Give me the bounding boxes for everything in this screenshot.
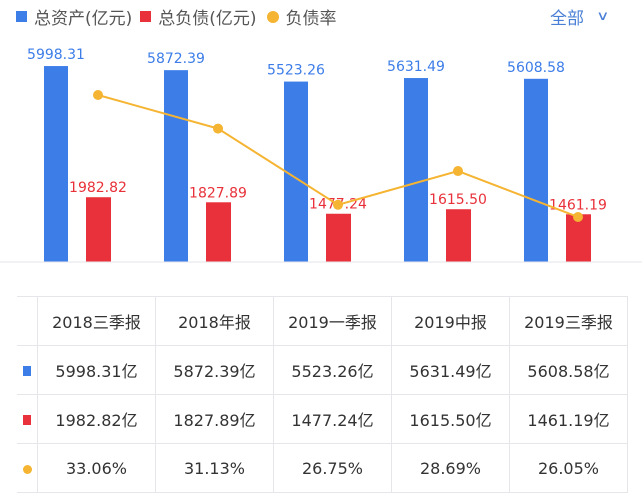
- assets-square-icon: [23, 365, 31, 376]
- ratio-dot-icon: [22, 464, 32, 474]
- ratio-point: [93, 90, 103, 100]
- liabilities-data-label: 1615.50: [429, 192, 487, 208]
- table-row-ratio: 33.06% 31.13% 26.75% 28.69% 26.05%: [17, 443, 628, 493]
- table-cell: 5631.49亿: [391, 345, 510, 395]
- header-cell: 2018三季报: [37, 296, 156, 346]
- table-cell: 5872.39亿: [155, 345, 274, 395]
- liabilities-square-icon: [23, 414, 31, 425]
- table-cell: 5608.58亿: [509, 345, 628, 395]
- assets-bar: [164, 70, 188, 262]
- assets-data-label: 5631.49: [387, 59, 445, 75]
- header-cell: 2019三季报: [509, 296, 628, 346]
- ratio-point: [453, 166, 463, 177]
- legend-assets[interactable]: 总资产(亿元): [34, 9, 133, 29]
- table-cell: 1477.24亿: [273, 394, 392, 444]
- liabilities-bar: [206, 202, 231, 262]
- table-cell: 33.06%: [37, 443, 156, 493]
- header-cell: 2018年报: [155, 296, 274, 346]
- table-cell: 31.13%: [155, 443, 274, 493]
- assets-data-label: 5523.26: [267, 63, 325, 79]
- table-cell: 5998.31亿: [37, 345, 156, 395]
- liabilities-data-label: 1827.89: [189, 185, 247, 201]
- assets-swatch: [16, 11, 27, 22]
- table-cell: 5523.26亿: [273, 345, 392, 395]
- assets-data-label: 5998.31: [27, 47, 85, 63]
- assets-bar: [404, 78, 428, 262]
- table-cell: 1461.19亿: [509, 394, 628, 444]
- header-cell: 2019一季报: [273, 296, 392, 346]
- table-cell: 26.05%: [509, 443, 628, 493]
- assets-bar: [284, 81, 308, 262]
- liabilities-swatch: [140, 11, 152, 22]
- assets-bar: [524, 78, 548, 263]
- chevron-down-icon: ∨: [596, 9, 610, 24]
- table-header-row: 2018三季报 2018年报 2019一季报 2019中报 2019三季报: [17, 296, 628, 346]
- liabilities-data-label: 1461.19: [549, 197, 607, 213]
- assets-data-label: 5872.39: [147, 51, 205, 67]
- liabilities-bar: [566, 214, 591, 262]
- filter-dropdown[interactable]: 全部 ∨: [550, 4, 610, 29]
- filter-label: 全部: [550, 9, 584, 29]
- legend: 总资产(亿元) 总负债(亿元) 负债率: [12, 4, 341, 29]
- ratio-point: [333, 199, 343, 210]
- liabilities-bar: [446, 209, 471, 262]
- liabilities-data-label: 1982.82: [69, 180, 127, 196]
- table-cell: 1615.50亿: [391, 394, 510, 444]
- table-cell: 26.75%: [273, 443, 392, 493]
- data-table: 2018三季报 2018年报 2019一季报 2019中报 2019三季报 59…: [17, 296, 628, 493]
- table-cell: 1827.89亿: [155, 394, 274, 444]
- table-row-liabilities: 1982.82亿 1827.89亿 1477.24亿 1615.50亿 1461…: [17, 394, 628, 444]
- legend-liabilities[interactable]: 总负债(亿元): [158, 9, 257, 29]
- ratio-point: [213, 123, 223, 134]
- assets-bar: [44, 66, 68, 262]
- table-cell: 28.69%: [391, 443, 510, 493]
- legend-ratio[interactable]: 负债率: [285, 9, 337, 29]
- assets-data-label: 5608.58: [507, 60, 565, 76]
- header-cell: 2019中报: [391, 296, 510, 346]
- ratio-point: [573, 211, 583, 222]
- liabilities-bar: [86, 197, 111, 262]
- ratio-swatch: [266, 10, 279, 23]
- liabilities-bar: [326, 213, 351, 262]
- table-row-assets: 5998.31亿 5872.39亿 5523.26亿 5631.49亿 5608…: [17, 345, 628, 395]
- table-cell: 1982.82亿: [37, 394, 156, 444]
- bar-line-chart: 5998.311982.825872.391827.895523.261477.…: [0, 47, 642, 263]
